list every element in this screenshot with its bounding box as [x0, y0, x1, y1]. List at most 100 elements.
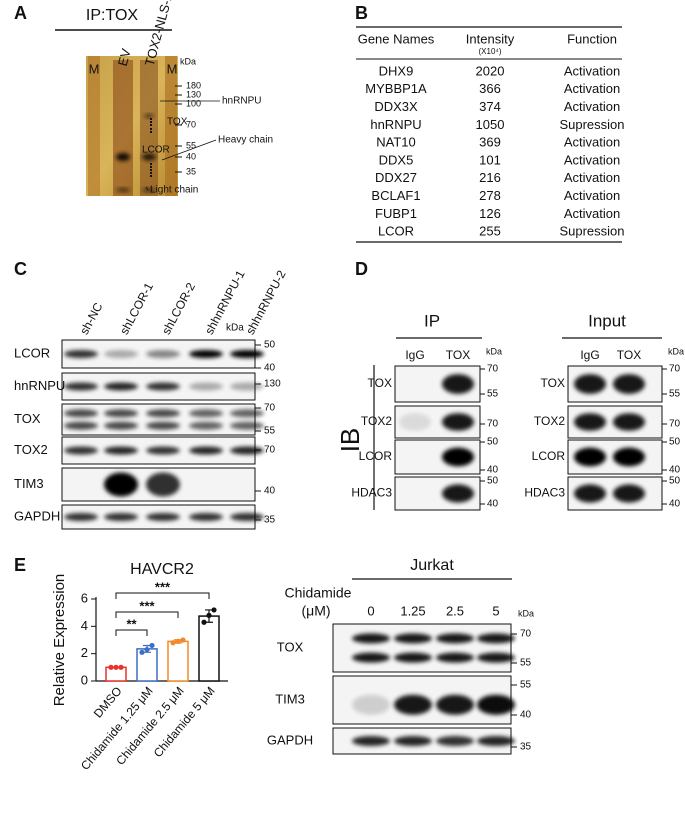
table-cell: Activation: [564, 99, 620, 114]
table-cell: DDX5: [379, 152, 414, 167]
band: [116, 188, 130, 192]
table-cell: 278: [479, 188, 501, 203]
table-cell: Activation: [564, 206, 620, 221]
table-cell: DHX9: [379, 63, 414, 78]
table-cell: 1050: [476, 117, 505, 132]
lane-label: shhnRNPU-2: [243, 268, 289, 337]
blot-label: TOX2: [534, 414, 565, 428]
band: [613, 484, 645, 503]
band: [613, 447, 645, 467]
band: [436, 633, 474, 644]
cell-label: Jurkat: [410, 557, 454, 574]
data-point: [180, 637, 186, 643]
band: [352, 633, 390, 644]
blot: [61, 403, 256, 436]
data-point: [170, 640, 176, 646]
band: [613, 374, 645, 394]
band: [442, 413, 474, 431]
table-cell: Activation: [564, 152, 620, 167]
kda-label: kDa: [226, 323, 244, 334]
lane-label: M: [167, 61, 178, 76]
gel-lane: [88, 56, 100, 196]
band: [146, 513, 180, 521]
bar: [167, 640, 189, 682]
y-tick-label: 0: [81, 672, 88, 687]
blot-label: TOX: [541, 376, 565, 390]
table-cell: MYBBP1A: [365, 81, 427, 96]
band: [64, 350, 98, 358]
marker-label: 50: [487, 476, 499, 487]
marker-label: 40: [487, 499, 499, 510]
kda-label: kDa: [668, 346, 684, 356]
blot-label: GAPDH: [14, 508, 60, 523]
lane-label: 2.5: [446, 603, 464, 618]
band: [394, 736, 432, 746]
marker-label: 35: [520, 742, 532, 753]
band: [230, 409, 264, 418]
data-point: [211, 607, 217, 613]
blot-label: LCOR: [532, 449, 566, 463]
band: [146, 409, 180, 418]
dot: [150, 175, 152, 177]
pointer: [145, 186, 149, 191]
annotation: Light chain: [150, 185, 198, 196]
marker-label: 55: [520, 658, 532, 669]
dot: [150, 121, 152, 123]
table-cell: NAT10: [376, 135, 416, 150]
significance-label: ***: [155, 579, 171, 594]
table-cell: 2020: [476, 63, 505, 78]
lane-label: IgG: [580, 348, 599, 362]
significance-label: ***: [139, 598, 155, 613]
blot-label: TIM3: [275, 691, 305, 706]
panel-letter: C: [14, 259, 27, 279]
blot-label: HDAC3: [524, 486, 565, 500]
kda-label: kDa: [518, 608, 534, 618]
table-cell: 374: [479, 99, 501, 114]
significance-bracket: [115, 592, 210, 599]
y-tick-label: 2: [81, 645, 88, 660]
band: [230, 446, 264, 455]
band: [189, 409, 223, 418]
band: [144, 114, 154, 118]
blot-label: TOX: [368, 376, 392, 390]
group-title: Input: [588, 311, 626, 330]
lane-label: shLCOR-1: [117, 280, 156, 337]
table-cell: BCLAF1: [371, 188, 420, 203]
significance-bracket: [115, 611, 179, 618]
band: [574, 447, 606, 467]
marker-label: 70: [487, 364, 499, 375]
table-cell: LCOR: [378, 224, 414, 239]
lane-label: M: [89, 61, 100, 76]
lane-label: EV: [115, 47, 134, 68]
table-cell: 366: [479, 81, 501, 96]
table-cell: Activation: [564, 135, 620, 150]
lane-label: 1.25: [400, 603, 425, 618]
band: [442, 484, 474, 503]
band: [574, 484, 606, 503]
band: [104, 409, 138, 418]
band: [146, 472, 180, 497]
band: [230, 513, 264, 521]
band: [574, 413, 606, 431]
lane-label: TOX: [617, 348, 641, 362]
lane-label: 5: [492, 603, 499, 618]
band: [230, 421, 264, 430]
band: [394, 652, 432, 663]
marker-label: 55: [186, 140, 196, 150]
marker-label: 70: [520, 629, 532, 640]
marker-label: 70: [669, 419, 681, 430]
unit-label: (μM): [301, 603, 330, 619]
marker-label: 70: [264, 445, 276, 456]
band: [477, 694, 515, 715]
table-cell: 369: [479, 135, 501, 150]
band: [146, 382, 180, 391]
marker-label: 70: [487, 419, 499, 430]
gel-lane: [165, 56, 177, 196]
band: [64, 409, 98, 418]
panel-letter: E: [14, 555, 26, 575]
dot: [150, 128, 152, 130]
panel-letter: D: [355, 259, 368, 279]
marker-label: 35: [186, 166, 196, 176]
band: [189, 350, 223, 358]
blot-label: TOX2: [14, 442, 48, 457]
